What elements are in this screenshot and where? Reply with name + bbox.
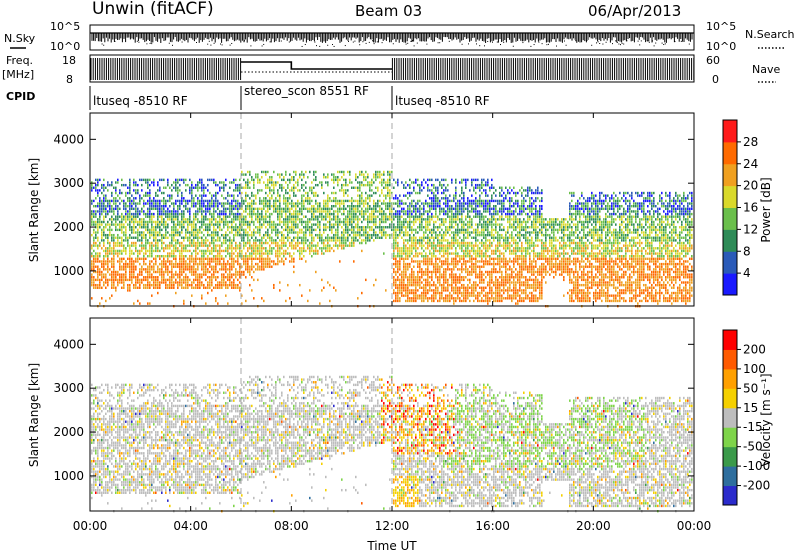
- nave-tick-top: 60: [706, 54, 720, 67]
- colorbar-tick-label: 50: [743, 381, 758, 395]
- nsearch-tick-bottom: 10^0: [706, 40, 736, 53]
- nsky-panel: N.Sky 10^5 10^0 10^5 10^0 N.Search: [4, 20, 795, 53]
- y-tick-label: 4000: [53, 132, 84, 146]
- date-title: 06/Apr/2013: [588, 2, 681, 20]
- x-tick-label: 08:00: [274, 519, 309, 533]
- colorbar-tick-label: -50: [743, 440, 763, 454]
- colorbar-swatch: [723, 349, 737, 370]
- colorbar-swatch: [723, 388, 737, 409]
- nsky-label: N.Sky: [4, 32, 36, 45]
- freq-tick-top: 18: [62, 54, 76, 67]
- nave-tick-bottom: 0: [712, 73, 719, 86]
- power-ylabel: Slant Range [km]: [27, 158, 41, 262]
- nsky-tick-top: 10^5: [50, 20, 80, 33]
- cpid-segment-3: ltuseq -8510 RF: [395, 94, 490, 108]
- velocity-colorbar-frame: [722, 329, 738, 506]
- colorbar-swatch: [723, 185, 737, 208]
- colorbar-tick-label: 15: [743, 401, 758, 415]
- colorbar-swatch: [723, 427, 737, 448]
- station-title: Unwin (fitACF): [92, 0, 214, 19]
- velocity-colorbar-swatches: [723, 330, 737, 506]
- velocity-colorbar-label: Velocity [m s⁻¹]: [759, 373, 773, 466]
- nsky-tick-bottom: 10^0: [50, 40, 80, 53]
- freq-unit-label: [MHz]: [2, 68, 34, 81]
- colorbar-swatch: [723, 485, 737, 506]
- power-colorbar-swatches: [723, 120, 737, 296]
- colorbar-swatch: [723, 229, 737, 252]
- colorbar-tick-label: 24: [743, 157, 758, 171]
- colorbar-swatch: [723, 141, 737, 165]
- y-tick-label: 4000: [53, 337, 84, 351]
- y-tick-label: 2000: [53, 425, 84, 439]
- colorbar-tick-label: 4: [743, 266, 751, 280]
- y-tick-label: 1000: [53, 264, 84, 278]
- colorbar-swatch: [723, 163, 737, 187]
- colorbar-tick-label: -15: [743, 420, 763, 434]
- cpid-segment-2: stereo_scon 8551 RF: [244, 84, 369, 98]
- y-tick-label: 1000: [53, 469, 84, 483]
- colorbar-swatch: [723, 120, 737, 143]
- colorbar-tick-label: 28: [743, 135, 758, 149]
- nsearch-tick-top: 10^5: [706, 20, 736, 33]
- velocity-data: [91, 375, 693, 513]
- cpid-segment-1: ltuseq -8510 RF: [93, 94, 188, 108]
- freq-tick-bottom: 8: [66, 73, 73, 86]
- x-tick-label: 00:00: [677, 519, 712, 533]
- x-axis-label: Time UT: [366, 539, 417, 553]
- colorbar-tick-label: 20: [743, 179, 758, 193]
- y-tick-label: 2000: [53, 220, 84, 234]
- freq-label: Freq.: [6, 54, 33, 67]
- colorbar-swatch: [723, 407, 737, 428]
- velocity-y-ticks: 1000 2000 3000 4000: [53, 337, 694, 483]
- nsky-frame: [89, 24, 695, 51]
- colorbar-swatch: [723, 368, 737, 389]
- freq-panel: Freq. [MHz] 18 8 60 0 Nave: [2, 54, 780, 86]
- colorbar-tick-label: 12: [743, 222, 758, 236]
- power-y-ticks: 1000 2000 3000 4000: [53, 132, 694, 278]
- nsearch-label: N.Search: [745, 28, 795, 41]
- power-data: [91, 170, 693, 308]
- colorbar-swatch: [723, 446, 737, 467]
- beam-title: Beam 03: [355, 2, 422, 20]
- velocity-panel: 1000 2000 3000 4000 Slant Range [km]: [27, 317, 695, 513]
- x-axis: 00:00 04:00 08:00 12:00 16:00 20:00 00:00: [73, 113, 712, 533]
- power-colorbar-ticks: 4 8 12 16 20 24 28: [737, 135, 758, 280]
- x-tick-label: 12:00: [375, 519, 410, 533]
- colorbar-swatch: [723, 466, 737, 487]
- colorbar-swatch: [723, 207, 737, 230]
- colorbar-tick-label: 16: [743, 201, 758, 215]
- cpid-label: CPID: [6, 90, 35, 103]
- nsky-bars: [90, 32, 694, 47]
- power-panel: 1000 2000 3000 4000 Slant Range [km]: [27, 112, 695, 308]
- colorbar-tick-label: 200: [743, 342, 766, 356]
- nave-label: Nave: [752, 63, 780, 76]
- colorbar-swatch: [723, 251, 737, 274]
- power-colorbar-label: Power [dB]: [759, 177, 773, 242]
- x-tick-label: 20:00: [576, 519, 611, 533]
- x-tick-label: 16:00: [475, 519, 510, 533]
- colorbar-tick-label: -100: [743, 459, 770, 473]
- velocity-ylabel: Slant Range [km]: [27, 363, 41, 467]
- colorbar-tick-label: -200: [743, 479, 770, 493]
- colorbar-tick-label: 100: [743, 362, 766, 376]
- colorbar-tick-label: 8: [743, 244, 751, 258]
- freq-bars: [90, 58, 695, 80]
- cpid-row: CPID ltuseq -8510 RF stereo_scon 8551 RF…: [6, 84, 490, 110]
- x-tick-label: 00:00: [73, 519, 108, 533]
- colorbar-swatch: [723, 273, 737, 296]
- colorbar-swatch: [723, 330, 737, 350]
- velocity-colorbar: 200 100 50 15 -15 -50 -100 -200 Velocity [m s⁻¹…: [722, 329, 773, 506]
- y-tick-label: 3000: [53, 176, 84, 190]
- x-tick-label: 04:00: [173, 519, 208, 533]
- power-colorbar: 4 8 12 16 20 24 28 Power [dB]: [722, 119, 773, 296]
- velocity-colorbar-ticks: 200 100 50 15 -15 -50 -100 -200: [737, 342, 770, 493]
- y-tick-label: 3000: [53, 381, 84, 395]
